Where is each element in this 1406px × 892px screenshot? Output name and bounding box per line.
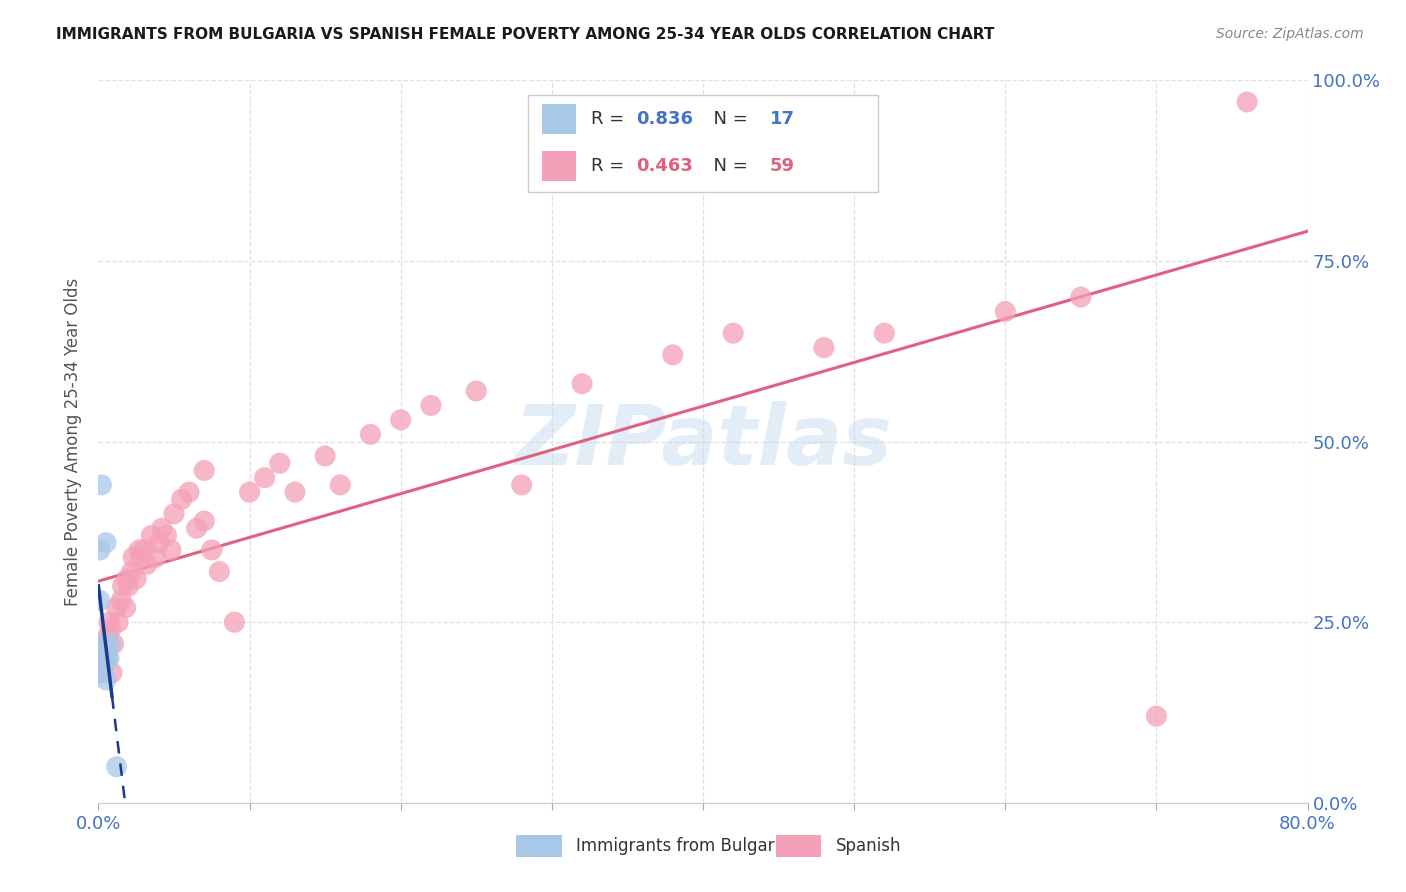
Point (208, 565, 231, 579)
Text: Source: ZipAtlas.com: Source: ZipAtlas.com (1216, 27, 1364, 41)
Point (93, 644, 115, 658)
Point (253, 470, 276, 484)
Point (465, 384, 488, 398)
Point (155, 528, 177, 542)
Point (91, 665, 114, 680)
Point (145, 550, 167, 565)
Point (98, 615, 121, 630)
Point (89, 651, 111, 665)
Point (170, 492, 193, 507)
Point (239, 485, 262, 500)
Point (186, 521, 208, 535)
FancyBboxPatch shape (543, 151, 576, 181)
Point (89, 593, 111, 607)
FancyBboxPatch shape (776, 835, 821, 857)
Point (100, 623, 122, 637)
Point (91, 651, 114, 665)
Point (160, 542, 183, 557)
Point (813, 341, 835, 355)
Point (90, 651, 112, 665)
Point (1236, 95, 1258, 109)
Point (284, 485, 307, 500)
Point (94, 535, 117, 549)
Point (115, 572, 138, 586)
Text: 0.463: 0.463 (637, 157, 693, 175)
Point (163, 507, 186, 521)
Point (420, 398, 443, 412)
Text: R =: R = (591, 110, 630, 128)
Point (101, 665, 124, 680)
Point (105, 760, 128, 774)
Text: N =: N = (702, 157, 754, 175)
Point (360, 427, 382, 442)
FancyBboxPatch shape (516, 835, 561, 857)
Point (148, 535, 170, 549)
Point (93, 637, 115, 651)
Point (90, 478, 112, 492)
Point (571, 376, 593, 391)
Point (128, 542, 150, 557)
Point (179, 485, 201, 500)
Point (114, 600, 136, 615)
Text: 17: 17 (769, 110, 794, 128)
Text: Spanish: Spanish (837, 838, 901, 855)
Point (90, 651, 112, 665)
Point (91, 658, 114, 673)
Point (150, 521, 173, 535)
Text: 0.836: 0.836 (637, 110, 693, 128)
Point (1144, 709, 1167, 723)
Text: 59: 59 (769, 157, 794, 175)
Point (89, 542, 111, 557)
Point (201, 542, 224, 557)
Point (193, 463, 215, 477)
Point (994, 304, 1017, 318)
Point (107, 615, 129, 630)
Point (89, 665, 111, 680)
Point (129, 550, 152, 565)
Point (94, 644, 117, 658)
Y-axis label: Female Poverty Among 25-34 Year Olds: Female Poverty Among 25-34 Year Olds (63, 277, 82, 606)
Point (1070, 290, 1092, 304)
Point (873, 326, 896, 340)
Point (96, 630, 118, 644)
Point (121, 565, 143, 579)
Point (224, 615, 246, 630)
Point (122, 550, 145, 565)
Point (269, 456, 291, 470)
Point (91, 637, 114, 651)
Point (329, 478, 352, 492)
Point (105, 600, 128, 615)
Point (135, 558, 157, 572)
Point (132, 542, 155, 557)
FancyBboxPatch shape (527, 95, 879, 193)
Point (314, 449, 336, 463)
Point (723, 326, 745, 340)
Point (141, 528, 163, 542)
Point (93, 658, 115, 673)
Point (94, 673, 117, 687)
Point (111, 579, 134, 593)
Point (96, 651, 118, 665)
FancyBboxPatch shape (543, 104, 576, 135)
Point (661, 348, 683, 362)
Point (100, 637, 122, 651)
Text: N =: N = (702, 110, 754, 128)
Text: Immigrants from Bulgaria: Immigrants from Bulgaria (576, 838, 789, 855)
Text: ZIPatlas: ZIPatlas (515, 401, 891, 482)
Point (193, 514, 215, 528)
Point (110, 593, 132, 607)
Text: IMMIGRANTS FROM BULGARIA VS SPANISH FEMALE POVERTY AMONG 25-34 YEAR OLDS CORRELA: IMMIGRANTS FROM BULGARIA VS SPANISH FEMA… (56, 27, 994, 42)
Point (98, 651, 121, 665)
Point (118, 579, 141, 593)
Point (103, 637, 125, 651)
Point (94, 644, 117, 658)
Point (389, 413, 412, 427)
Point (125, 572, 148, 586)
Text: R =: R = (591, 157, 630, 175)
Point (510, 478, 533, 492)
